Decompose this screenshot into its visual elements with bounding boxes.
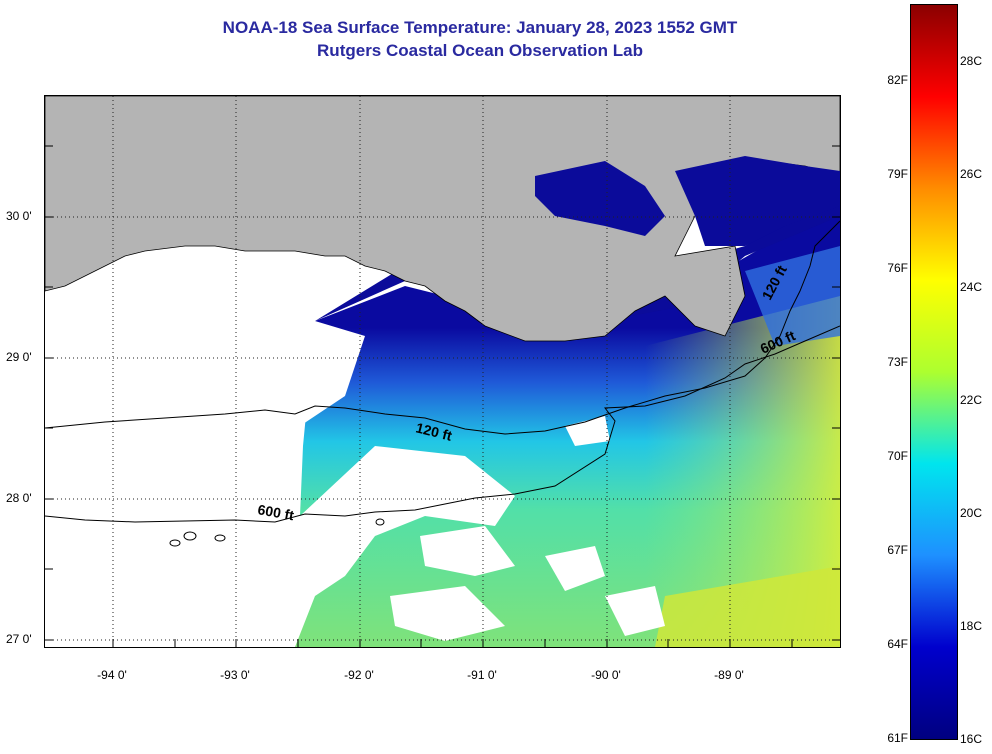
colorbar-f-label: 79F: [887, 167, 908, 181]
temperature-colorbar: [910, 4, 958, 740]
lon-label-92: -92 0': [344, 668, 374, 682]
contour-label-600ft-west: 600 ft: [256, 501, 295, 523]
lon-label-90: -90 0': [591, 668, 621, 682]
cloud-gaps: [45, 321, 665, 647]
colorbar-f-label: 82F: [887, 73, 908, 87]
colorbar-f-label: 73F: [887, 355, 908, 369]
lon-label-94: -94 0': [97, 668, 127, 682]
lon-label-91: -91 0': [467, 668, 497, 682]
colorbar-f-label: 70F: [887, 449, 908, 463]
lat-label-28: 28 0': [6, 491, 32, 505]
colorbar-c-label: 18C: [960, 619, 983, 633]
bathymetry-contours: [45, 220, 840, 547]
lon-label-93: -93 0': [220, 668, 250, 682]
map-subtitle: Rutgers Coastal Ocean Observation Lab: [317, 41, 643, 60]
lat-lon-grid: [45, 96, 840, 647]
map-title: NOAA-18 Sea Surface Temperature: January…: [222, 18, 738, 37]
colorbar-c-label: 20C: [960, 506, 983, 520]
colorbar-c-label: 26C: [960, 167, 983, 181]
lon-label-89: -89 0': [714, 668, 744, 682]
colorbar-f-label: 64F: [887, 637, 908, 651]
sst-map: 120 ft 120 ft 600 ft 600 ft: [44, 95, 841, 648]
colorbar-c-label: 16C: [960, 732, 983, 746]
lat-label-29: 29 0': [6, 350, 32, 364]
lat-label-30: 30 0': [6, 209, 32, 223]
colorbar-f-label: 61F: [887, 731, 908, 745]
lat-label-27: 27 0': [6, 632, 32, 646]
colorbar-c-label: 22C: [960, 393, 983, 407]
colorbar-c-label: 24C: [960, 280, 983, 294]
colorbar-f-label: 67F: [887, 543, 908, 557]
colorbar-f-label: 76F: [887, 261, 908, 275]
axis-ticks: [45, 145, 840, 647]
colorbar-c-label: 28C: [960, 54, 983, 68]
